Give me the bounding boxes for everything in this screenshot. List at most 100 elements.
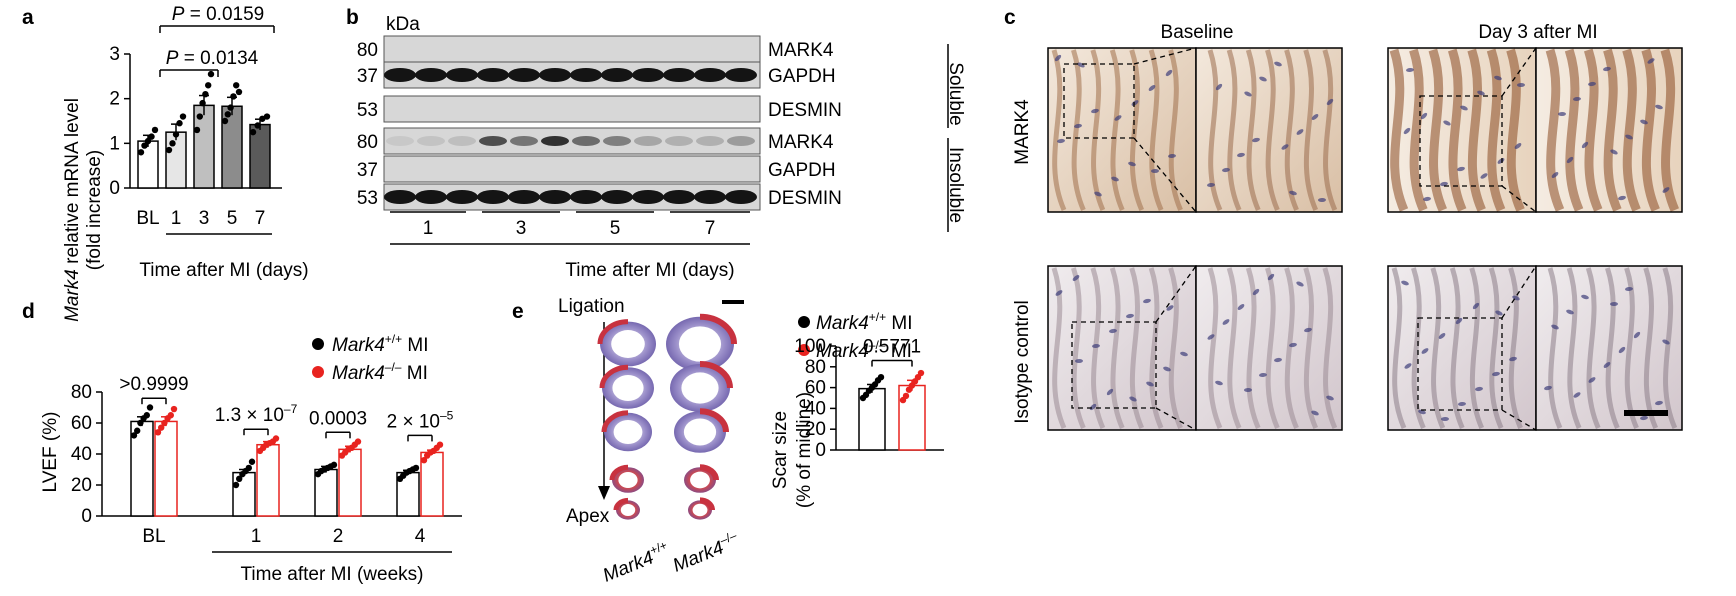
a-point [199,99,206,107]
c-day3-mark4-nucleus [1477,90,1485,96]
chart-d: 0 20 40 60 80 >0.9999 BL 1.3 × 10–7 1 0.0003 2 2 × … [71,374,462,553]
blot-band [448,136,476,146]
c-baseline-isotype-inset [1071,321,1157,409]
scale-bar-e [722,300,744,304]
c-scale-bar [1624,410,1668,416]
c-baseline-isotype-nucleus [1055,290,1063,296]
blot-band [508,190,540,204]
c-baseline-mark4-nucleus [1148,85,1156,91]
mw-label: 53 [357,188,378,209]
d-point [236,475,243,482]
c-baseline-mark4-nucleus [1091,108,1099,114]
a-xtick-label: 3 [199,208,210,229]
blot-band [446,68,478,82]
c-day3-isotype-inset-line [1501,409,1537,431]
blot-band [725,68,757,82]
a-point [151,126,159,134]
c-baseline-isotype-nucleus [1129,396,1137,402]
c-day3-mark4-zoom-nucleus [1662,187,1670,193]
heart-lumen-ko [692,503,708,517]
a-point [196,113,203,120]
heart-scar-ko [699,313,737,345]
blot-band [539,190,571,204]
d-point [272,435,280,442]
c-baseline-mark4-fiber [1148,49,1164,211]
c-baseline-isotype-nucleus [1166,305,1174,311]
d-pvalue-exp: –5 [440,408,454,422]
c-baseline-isotype-zoom-nucleus [1259,372,1267,378]
c-baseline-isotype-nucleus [1072,275,1080,281]
a-point [224,111,231,118]
blot-band [632,190,664,204]
d-point [436,441,444,448]
ylabel-a-line2: (fold increase) [84,150,105,270]
mw-label: 53 [357,100,378,121]
panel-letter-e: e [512,300,524,323]
d-pvalue: 2 × 10–5 [387,408,454,432]
c-day3-mark4-zoom-fiber [1603,48,1622,212]
e-pvalue: 0.5771 [863,337,921,358]
a-xtick-label: 1 [171,208,182,229]
blot-band [725,190,757,204]
c-day3-isotype-zoom-nucleus [1625,286,1633,292]
c-day3-isotype-zoom-nucleus [1551,324,1559,330]
c-baseline-mark4-zoom-fiber [1265,49,1280,211]
d-ytick-label: 40 [71,444,92,465]
blot-band [477,190,509,204]
legend-e-ko: Mark4–/– MI [816,338,912,362]
c-day3-isotype-nucleus [1401,280,1409,286]
d-point [154,429,162,436]
panel-e: e Ligation Apex Mark4+/+ Mark4–/– Mark4+… [512,296,944,587]
c-day3-isotype-fiber [1411,267,1426,429]
c-baseline-mark4-inset-line [1133,137,1197,213]
c-baseline-mark4-zoom-border [1195,47,1343,213]
mw-label: 80 [357,132,378,153]
ylabel-e: Scar size [770,411,791,489]
c-day3-isotype-zoom-nucleus [1610,301,1618,307]
c-day3-isotype-nucleus [1455,317,1463,325]
c-day3-isotype-nucleus [1421,348,1429,354]
panel-a: a Mark4 relative mRNA level (fold increa… [22,4,309,322]
c-baseline-isotype-zoom-nucleus [1296,281,1304,287]
c-day3-isotype-zoom-nucleus [1633,331,1641,339]
a-bar [165,131,187,189]
c-baseline-isotype-nucleus [1180,351,1188,357]
timepoint-label: 5 [610,218,621,239]
ylabel-a: Mark4 relative mRNA level [62,98,83,322]
a-ytick-label: 2 [109,89,120,110]
d-pvalue: >0.9999 [119,374,188,395]
a-xtick-label: BL [136,208,159,229]
c-day3-isotype-zoom-fiber [1547,267,1563,429]
d-ytick-label: 60 [71,413,92,434]
c-baseline-mark4-nucleus [1111,176,1119,182]
panel-c: c Baseline Day 3 after MI MARK4 Isotype … [1004,6,1683,431]
c-day3-isotype-fiber [1430,267,1446,429]
d-point [354,438,362,445]
col-title-baseline: Baseline [1161,22,1234,43]
d-point [412,464,420,472]
a-point [235,88,243,96]
c-baseline-isotype-nucleus [1163,366,1171,372]
c-baseline-mark4-zoom-nucleus [1318,197,1326,203]
heart-scar-wt [599,364,629,389]
c-day3-mark4-nucleus [1497,158,1505,164]
c-day3-mark4-zoom-nucleus [1581,141,1589,149]
d-point [134,427,141,434]
heart-lumen-wt [620,504,636,516]
c-baseline-isotype-zoom-fiber [1207,267,1223,429]
ligation-arrowhead [598,486,610,500]
blot-band [601,190,633,204]
c-day3-mark4-zoom-nucleus [1566,156,1574,164]
panel-letter-d: d [22,300,35,323]
c-day3-isotype-zoom-nucleus [1655,400,1663,406]
c-day3-mark4-nucleus [1403,127,1411,135]
c-baseline-mark4-nucleus [1168,153,1176,159]
c-day3-mark4-nucleus [1406,67,1414,73]
blot-lane-0 [383,35,761,63]
blot-band [446,190,478,204]
c-baseline-mark4-zoom-nucleus [1252,137,1260,143]
panel-letter-c: c [1004,6,1016,29]
c-day3-mark4-zoom-fiber [1545,48,1565,212]
